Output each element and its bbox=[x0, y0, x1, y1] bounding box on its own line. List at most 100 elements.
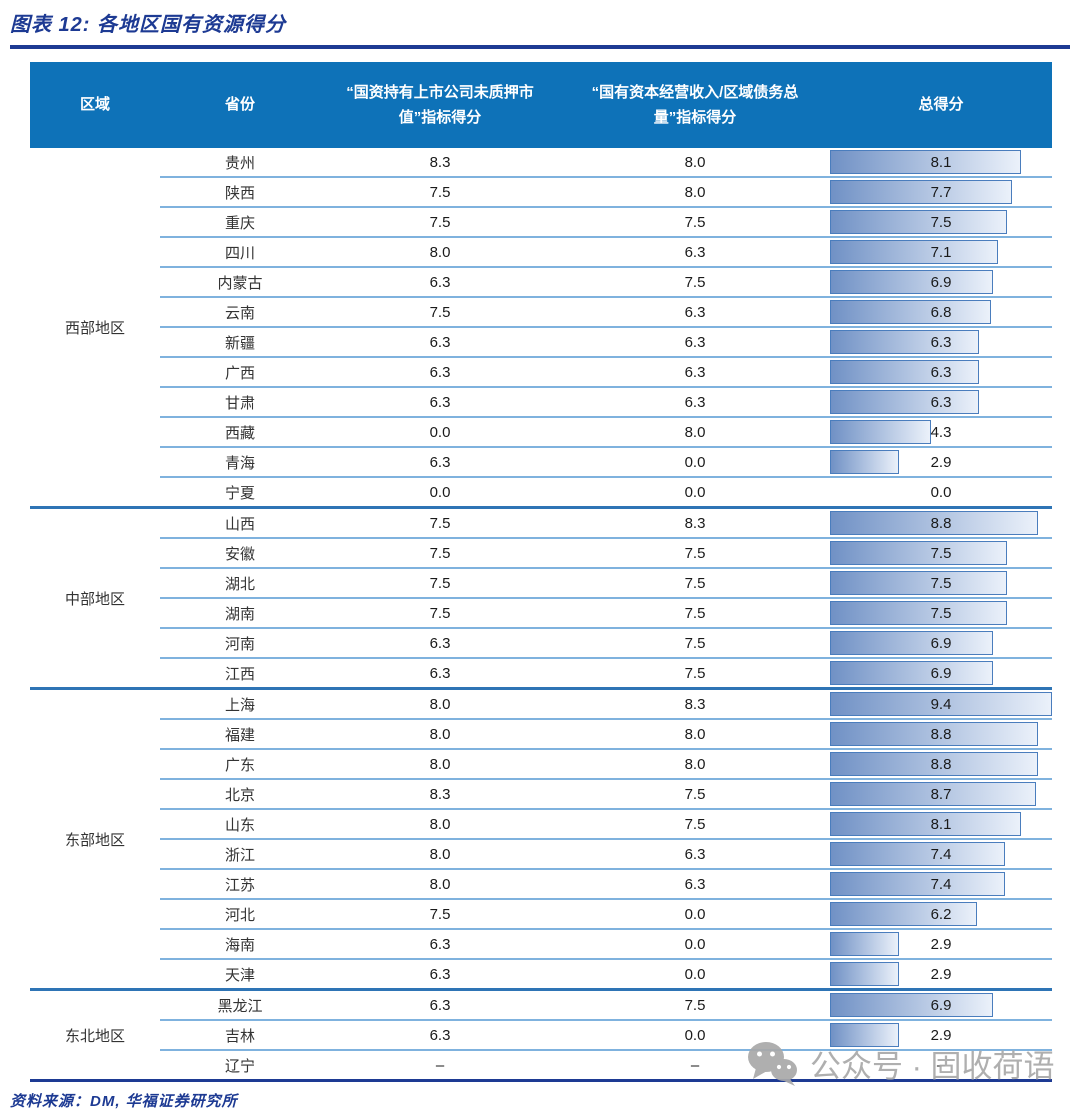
total-score-value: 6.9 bbox=[930, 273, 952, 291]
total-score-value: 7.4 bbox=[930, 845, 952, 863]
total-score-cell: 2.9 bbox=[830, 1020, 1052, 1051]
province-cell: 内蒙古 bbox=[160, 267, 320, 298]
score-pledge-cell: 6.3 bbox=[320, 628, 560, 659]
score-income-cell: 7.5 bbox=[560, 538, 830, 569]
score-income-cell: 8.0 bbox=[560, 417, 830, 448]
province-cell: 河南 bbox=[160, 628, 320, 659]
total-score-databar bbox=[830, 782, 1036, 806]
total-score-databar bbox=[830, 150, 1022, 174]
score-pledge-cell: 6.3 bbox=[320, 447, 560, 478]
province-cell: 广西 bbox=[160, 357, 320, 388]
total-score-value: 8.1 bbox=[930, 153, 952, 171]
total-score-value: 4.3 bbox=[930, 423, 952, 441]
table-row: 海南 6.3 0.0 2.9 bbox=[30, 929, 1052, 960]
table-row: 重庆 7.5 7.5 7.5 bbox=[30, 207, 1052, 238]
score-pledge-cell: 6.3 bbox=[320, 267, 560, 298]
score-income-cell: 7.5 bbox=[560, 809, 830, 840]
column-header-province: 省份 bbox=[160, 62, 320, 148]
score-income-cell: 6.3 bbox=[560, 237, 830, 268]
table-row: 东北地区 黑龙江 6.3 7.5 6.9 bbox=[30, 989, 1052, 1082]
score-pledge-cell: 8.3 bbox=[320, 148, 560, 178]
province-cell: 上海 bbox=[160, 688, 320, 720]
score-income-cell: 6.3 bbox=[560, 327, 830, 358]
table-row: 湖南 7.5 7.5 7.5 bbox=[30, 598, 1052, 629]
table-row: 四川 8.0 6.3 7.1 bbox=[30, 237, 1052, 268]
total-score-databar bbox=[830, 511, 1038, 535]
table-row: 福建 8.0 8.0 8.8 bbox=[30, 719, 1052, 750]
score-pledge-cell: 6.3 bbox=[320, 327, 560, 358]
total-score-cell: 6.3 bbox=[830, 327, 1052, 358]
score-pledge-cell: 8.0 bbox=[320, 869, 560, 900]
table-row: 安徽 7.5 7.5 7.5 bbox=[30, 538, 1052, 569]
column-header-total: 总得分 bbox=[830, 62, 1052, 148]
total-score-cell: 7.4 bbox=[830, 839, 1052, 870]
table-row: 青海 6.3 0.0 2.9 bbox=[30, 447, 1052, 478]
score-income-cell: 8.0 bbox=[560, 148, 830, 178]
total-score-cell: 6.8 bbox=[830, 297, 1052, 328]
total-score-cell: 8.1 bbox=[830, 809, 1052, 840]
score-income-cell: 6.3 bbox=[560, 357, 830, 388]
total-score-value: 2.9 bbox=[930, 935, 952, 953]
score-income-cell: 7.5 bbox=[560, 267, 830, 298]
total-score-databar bbox=[830, 270, 993, 294]
score-pledge-cell: 7.5 bbox=[320, 568, 560, 599]
total-score-cell: 7.5 bbox=[830, 538, 1052, 569]
score-pledge-cell: 8.0 bbox=[320, 839, 560, 870]
score-pledge-cell: 8.3 bbox=[320, 779, 560, 810]
score-income-cell: 0.0 bbox=[560, 959, 830, 991]
score-pledge-cell: 8.0 bbox=[320, 749, 560, 780]
score-pledge-cell: 6.3 bbox=[320, 989, 560, 1021]
total-score-cell: 2.9 bbox=[830, 959, 1052, 991]
total-score-databar bbox=[830, 420, 932, 444]
total-score-value: 8.8 bbox=[930, 514, 952, 532]
total-score-cell: 8.8 bbox=[830, 749, 1052, 780]
score-income-cell: 0.0 bbox=[560, 477, 830, 509]
figure-title: 图表 12: 各地区国有资源得分 bbox=[10, 14, 287, 36]
score-pledge-cell: 8.0 bbox=[320, 719, 560, 750]
score-income-cell: 0.0 bbox=[560, 899, 830, 930]
table-row: 西部地区 贵州 8.3 8.0 8.1 bbox=[30, 148, 1052, 509]
total-score-cell: 8.1 bbox=[830, 148, 1052, 178]
score-income-cell: 0.0 bbox=[560, 929, 830, 960]
watermark-text: 公众号 · 固收荷语 bbox=[810, 1048, 1055, 1084]
table-row: 湖北 7.5 7.5 7.5 bbox=[30, 568, 1052, 599]
table-row: 江苏 8.0 6.3 7.4 bbox=[30, 869, 1052, 900]
total-score-value: 6.9 bbox=[930, 996, 952, 1014]
total-score-databar bbox=[830, 240, 998, 264]
score-income-cell: 8.0 bbox=[560, 749, 830, 780]
total-score-cell: 6.2 bbox=[830, 899, 1052, 930]
score-pledge-cell: 7.5 bbox=[320, 297, 560, 328]
score-pledge-cell: 8.0 bbox=[320, 688, 560, 720]
total-score-value: – bbox=[936, 1056, 946, 1074]
table-row: 陕西 7.5 8.0 7.7 bbox=[30, 177, 1052, 208]
total-score-databar bbox=[830, 571, 1008, 595]
total-score-databar bbox=[830, 692, 1052, 716]
score-pledge-cell: 6.3 bbox=[320, 387, 560, 418]
table-row: 甘肃 6.3 6.3 6.3 bbox=[30, 387, 1052, 418]
scores-table: 区域 省份 “国资持有上市公司未质押市值”指标得分 “国有资本经营收入/区域债务总量”… bbox=[30, 62, 1052, 1082]
total-score-databar bbox=[830, 902, 977, 926]
total-score-cell: 6.3 bbox=[830, 387, 1052, 418]
table-header: 区域 省份 “国资持有上市公司未质押市值”指标得分 “国有资本经营收入/区域债务总量”… bbox=[30, 62, 1052, 148]
table-row: 浙江 8.0 6.3 7.4 bbox=[30, 839, 1052, 870]
total-score-databar bbox=[830, 541, 1008, 565]
score-pledge-cell: 6.3 bbox=[320, 658, 560, 690]
province-cell: 河北 bbox=[160, 899, 320, 930]
total-score-cell: 6.9 bbox=[830, 267, 1052, 298]
total-score-cell: 7.1 bbox=[830, 237, 1052, 268]
total-score-cell: 6.9 bbox=[830, 989, 1052, 1021]
region-cell: 东北地区 bbox=[30, 989, 160, 1082]
total-score-cell: 6.3 bbox=[830, 357, 1052, 388]
score-income-cell: 7.5 bbox=[560, 207, 830, 238]
table-row: 中部地区 山西 7.5 8.3 8.8 bbox=[30, 507, 1052, 690]
total-score-databar bbox=[830, 842, 1005, 866]
total-score-cell: 8.7 bbox=[830, 779, 1052, 810]
table-row: 新疆 6.3 6.3 6.3 bbox=[30, 327, 1052, 358]
total-score-cell: 6.9 bbox=[830, 658, 1052, 690]
total-score-value: 9.4 bbox=[930, 695, 952, 713]
score-pledge-cell: 7.5 bbox=[320, 538, 560, 569]
score-income-cell: 0.0 bbox=[560, 1020, 830, 1051]
total-score-databar bbox=[830, 812, 1022, 836]
province-cell: 辽宁 bbox=[160, 1050, 320, 1082]
